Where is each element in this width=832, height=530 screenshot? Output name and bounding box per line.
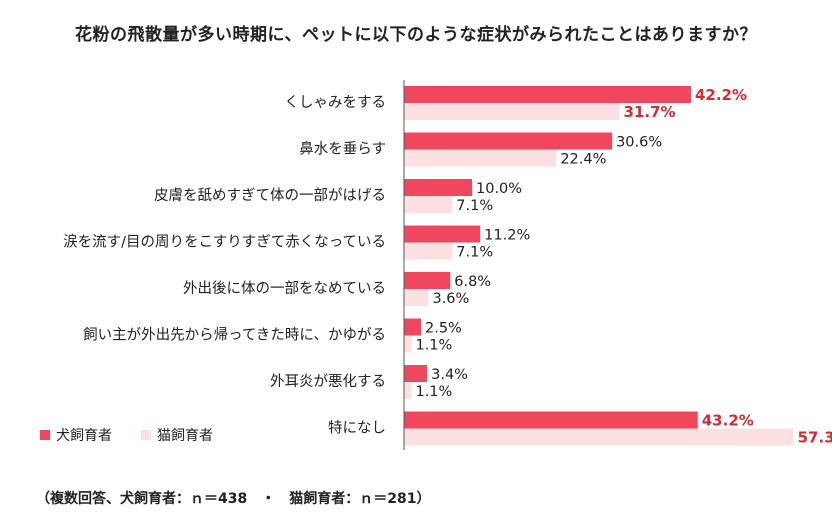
legend-swatch-dog <box>40 430 50 440</box>
category-label: 涙を流す/目の周りをこすりすぎて赤くなっている <box>63 233 386 251</box>
legend-label-dog: 犬飼育者 <box>56 428 112 444</box>
data-label-cat: 3.6% <box>432 291 469 307</box>
footnote: （複数回答、犬飼育者：ｎ＝438 ・ 猫飼育者：ｎ＝281） <box>36 491 431 507</box>
bar-dog <box>404 411 698 429</box>
bar-cat <box>404 149 557 167</box>
bar-dog <box>404 365 428 382</box>
legend-label-cat: 猫飼育者 <box>157 428 213 444</box>
bar-cat <box>404 242 453 260</box>
data-label-cat: 22.4% <box>560 152 606 168</box>
legend-swatch-cat <box>141 430 151 440</box>
data-label-dog: 42.2% <box>695 86 747 104</box>
category-label: 皮膚を舐めすぎて体の一部がはげる <box>154 187 386 204</box>
data-label-cat: 1.1% <box>415 384 452 400</box>
category-label: 鼻水を垂らす <box>299 141 386 158</box>
bar-dog <box>404 179 472 196</box>
chart-title: 花粉の飛散量が多い時期に、ペットに以下のような症状がみられたことはありますか？ <box>75 25 757 45</box>
category-label: くしゃみをする <box>285 94 387 111</box>
legend-item-cat: 猫飼育者 <box>141 425 213 445</box>
bar-dog <box>404 318 421 336</box>
bar-cat <box>404 103 620 120</box>
bar-dog <box>404 86 691 103</box>
category-label: 外出後に体の一部をなめている <box>183 280 386 297</box>
data-label-dog: 6.8% <box>454 274 491 290</box>
category-label: 特になし <box>328 420 386 437</box>
bar-cat <box>404 428 794 446</box>
data-label-dog: 2.5% <box>425 321 462 337</box>
data-label-cat: 1.1% <box>415 338 452 354</box>
data-label-cat: 7.1% <box>456 198 493 214</box>
legend-item-dog: 犬飼育者 <box>40 425 112 445</box>
bar-dog <box>404 272 451 289</box>
bar-dog <box>404 132 613 150</box>
category-label: 外耳炎が悪化する <box>270 373 386 390</box>
bar-cat <box>404 335 412 353</box>
data-label-dog: 10.0% <box>476 181 522 197</box>
bar-dog <box>404 225 481 243</box>
bar-cat <box>404 382 412 399</box>
category-label: 飼い主が外出先から帰ってきた時に、かゆがる <box>83 326 386 344</box>
bar-cat <box>404 196 453 213</box>
data-label-dog: 11.2% <box>484 228 530 244</box>
data-label-cat: 31.7% <box>624 103 676 121</box>
data-label-dog: 43.2% <box>702 412 754 430</box>
data-label-cat: 7.1% <box>456 245 493 261</box>
data-label-cat: 57.3% <box>798 429 832 447</box>
data-label-dog: 30.6% <box>616 135 662 151</box>
data-label-dog: 3.4% <box>431 367 468 383</box>
bar-cat <box>404 289 429 306</box>
